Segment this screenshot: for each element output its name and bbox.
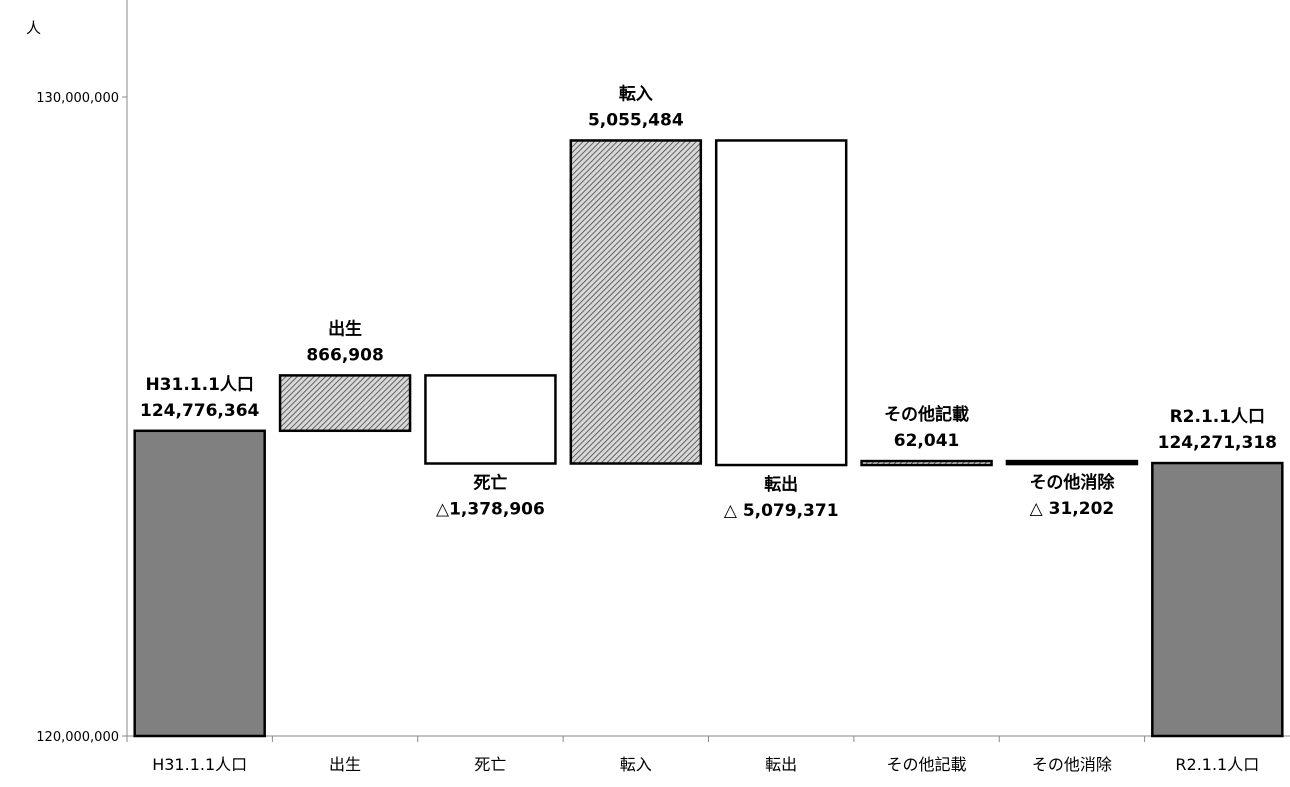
data-label-name: その他記載: [884, 404, 969, 425]
bar-7: [1151, 461, 1284, 738]
axes: 130,000,000120,000,000H31.1.1人口 出生 死亡 転入 転出そ…: [36, 0, 1290, 774]
y-axis-unit-label: 人: [26, 19, 41, 37]
x-tick-label: その他記載: [887, 755, 967, 774]
bar-4: [714, 139, 848, 467]
bars: [133, 139, 1284, 738]
data-label-name: 転入: [619, 83, 653, 104]
x-tick-label: 出生: [329, 755, 361, 774]
y-tick-label: 120,000,000: [36, 730, 119, 745]
data-label-name: R2.1.1人口: [1170, 407, 1266, 427]
data-labels: H31.1.1人口 124,776,364 出生 866,908 死亡 △1,378,90…: [140, 83, 1277, 521]
data-label-value: △ 31,202: [1030, 499, 1115, 519]
data-label-value: △ 5,079,371: [724, 501, 839, 521]
x-tick-label: H31.1.1人口: [152, 755, 247, 774]
data-label-name: 死亡: [473, 473, 507, 494]
bar-0: [133, 429, 266, 738]
bar-6: [1005, 459, 1139, 466]
data-label-name: その他消除: [1029, 472, 1115, 493]
data-label-value: 124,271,318: [1158, 433, 1277, 453]
data-label-name: 出生: [328, 318, 362, 339]
bar-2: [424, 374, 557, 465]
bar-3: [569, 139, 703, 465]
x-tick-label: 転入: [620, 755, 652, 774]
bar-5: [860, 459, 993, 467]
x-tick-label: 転出: [765, 755, 797, 774]
data-label-value: △1,378,906: [436, 500, 545, 520]
x-tick-label: 死亡: [474, 755, 506, 774]
data-label-value: 866,908: [306, 345, 383, 365]
data-label-value: 5,055,484: [588, 110, 684, 130]
data-label-name: 転出: [764, 474, 798, 495]
bar-1: [278, 374, 412, 433]
data-label-name: H31.1.1人口: [145, 375, 253, 395]
data-label-value: 62,041: [894, 431, 960, 451]
x-tick-label: R2.1.1人口: [1175, 755, 1259, 774]
y-tick-label: 130,000,000: [36, 91, 119, 106]
x-tick-label: その他消除: [1032, 755, 1112, 774]
data-label-value: 124,776,364: [140, 401, 260, 421]
